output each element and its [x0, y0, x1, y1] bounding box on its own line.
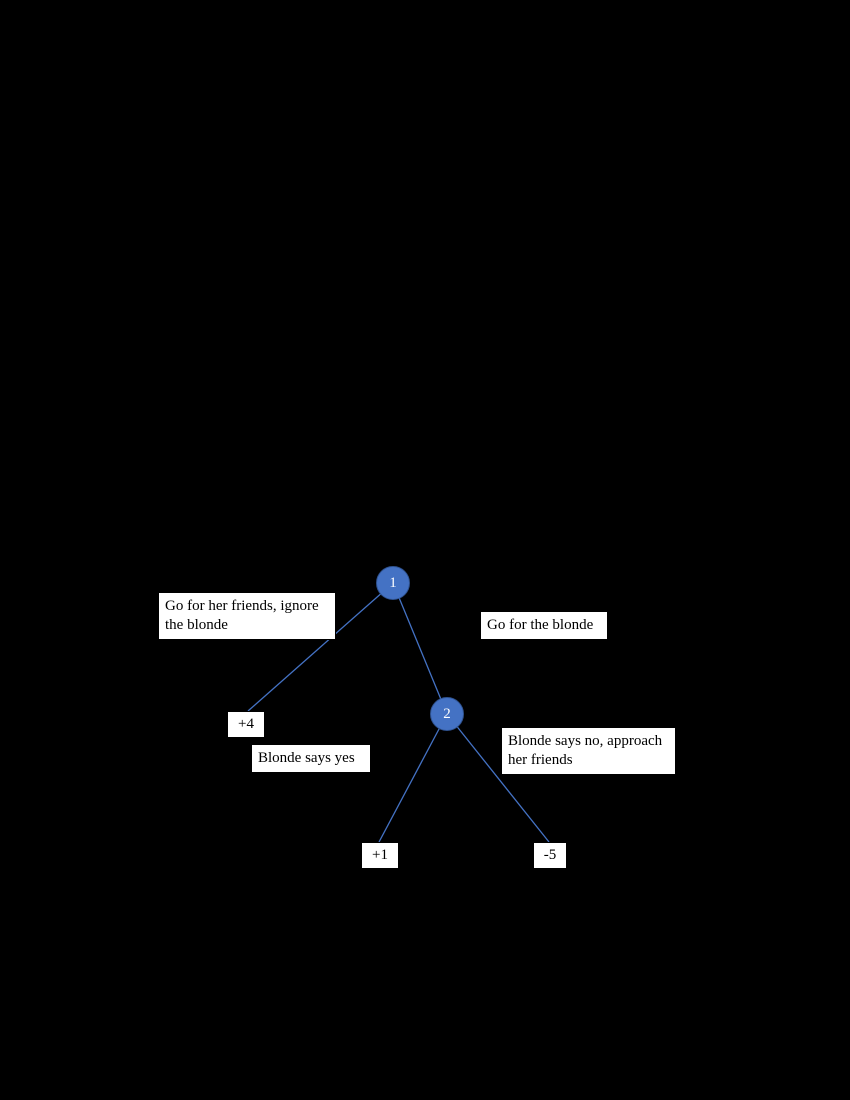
- payoff-text: +1: [372, 847, 388, 863]
- payoff-text: -5: [544, 847, 557, 863]
- label-text: Go for her friends, ignore the blonde: [165, 598, 319, 633]
- edge-n1-n2: [393, 583, 447, 714]
- payoff-mid: +1: [361, 842, 399, 869]
- edge-layer: [0, 0, 850, 1100]
- edge-label-yes: Blonde says yes: [251, 744, 371, 773]
- label-text: Blonde says yes: [258, 750, 355, 766]
- payoff-left: +4: [227, 711, 265, 738]
- label-text: Blonde says no, approach her friends: [508, 733, 662, 768]
- node-label: 1: [389, 575, 397, 592]
- tree-node-2: 2: [430, 697, 464, 731]
- label-text: Go for the blonde: [487, 617, 593, 633]
- edge-label-blonde: Go for the blonde: [480, 611, 608, 640]
- payoff-right: -5: [533, 842, 567, 869]
- edge-label-no: Blonde says no, approach her friends: [501, 727, 676, 775]
- tree-node-1: 1: [376, 566, 410, 600]
- edge-label-friends: Go for her friends, ignore the blonde: [158, 592, 336, 640]
- edge-n2-left: [379, 714, 447, 842]
- node-label: 2: [443, 706, 451, 723]
- payoff-text: +4: [238, 716, 254, 732]
